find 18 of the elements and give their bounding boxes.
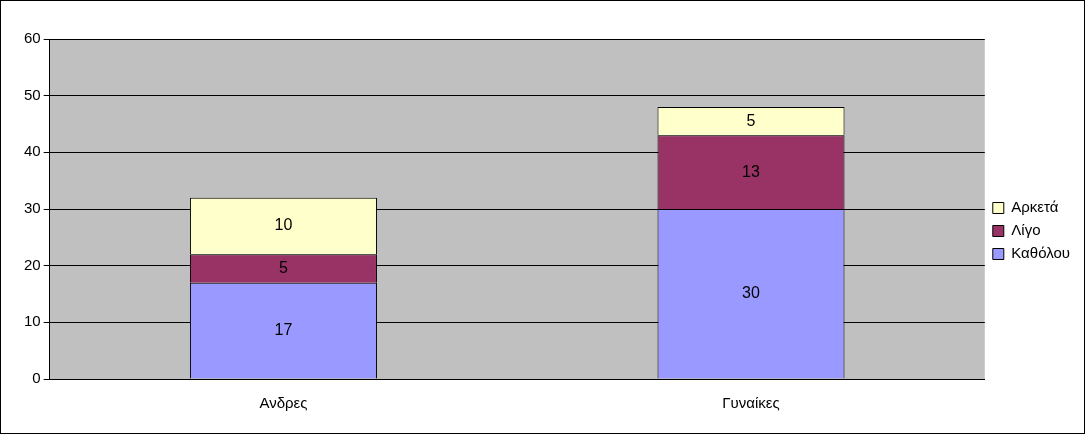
data-label: 5 — [279, 258, 289, 276]
y-tick-label: 40 — [24, 142, 41, 160]
y-tick-label: 30 — [24, 199, 41, 217]
y-tick-label: 0 — [32, 369, 41, 387]
x-tick-label: Γυναίκες — [722, 394, 780, 412]
y-tick-label: 10 — [24, 312, 41, 330]
data-label: 5 — [746, 111, 756, 129]
y-tick-label: 50 — [24, 85, 41, 103]
data-label: 17 — [274, 320, 293, 338]
y-tick-label: 60 — [24, 29, 41, 47]
legend-label: Αρκετά — [1011, 198, 1059, 216]
y-tick-label: 20 — [24, 255, 41, 273]
data-label: 30 — [742, 284, 761, 302]
legend-label: Λίγο — [1011, 221, 1041, 239]
data-label: 13 — [742, 162, 761, 180]
data-label: 10 — [274, 216, 293, 234]
x-tick-label: Ανδρες — [259, 394, 308, 412]
legend-label: Καθόλου — [1011, 244, 1071, 262]
